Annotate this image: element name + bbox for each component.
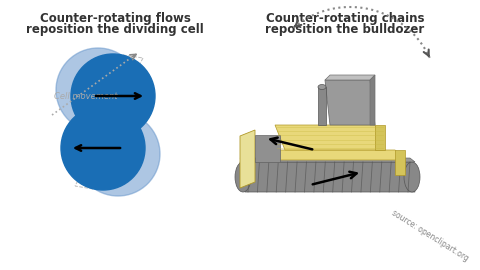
Polygon shape bbox=[325, 75, 375, 80]
Text: Counter-rotating flows: Counter-rotating flows bbox=[39, 12, 191, 25]
Circle shape bbox=[56, 48, 140, 132]
Polygon shape bbox=[240, 162, 415, 192]
Polygon shape bbox=[275, 125, 385, 150]
Polygon shape bbox=[325, 80, 375, 125]
Polygon shape bbox=[255, 150, 405, 160]
Circle shape bbox=[71, 54, 155, 138]
Polygon shape bbox=[370, 75, 375, 125]
Polygon shape bbox=[395, 150, 405, 175]
Text: reposition the dividing cell: reposition the dividing cell bbox=[26, 23, 204, 36]
Bar bbox=[318, 87, 326, 125]
Polygon shape bbox=[255, 135, 280, 162]
Text: source: openclipart.org: source: openclipart.org bbox=[390, 208, 470, 263]
Text: Counter-rotating chains: Counter-rotating chains bbox=[266, 12, 424, 25]
Text: reposition the bulldozer: reposition the bulldozer bbox=[265, 23, 425, 36]
Polygon shape bbox=[240, 130, 255, 188]
Polygon shape bbox=[240, 158, 415, 162]
Text: Cell movement: Cell movement bbox=[54, 92, 118, 101]
Ellipse shape bbox=[235, 162, 251, 192]
Polygon shape bbox=[375, 125, 385, 150]
Ellipse shape bbox=[404, 162, 420, 192]
Circle shape bbox=[61, 106, 145, 190]
Ellipse shape bbox=[318, 85, 326, 89]
Circle shape bbox=[76, 112, 160, 196]
